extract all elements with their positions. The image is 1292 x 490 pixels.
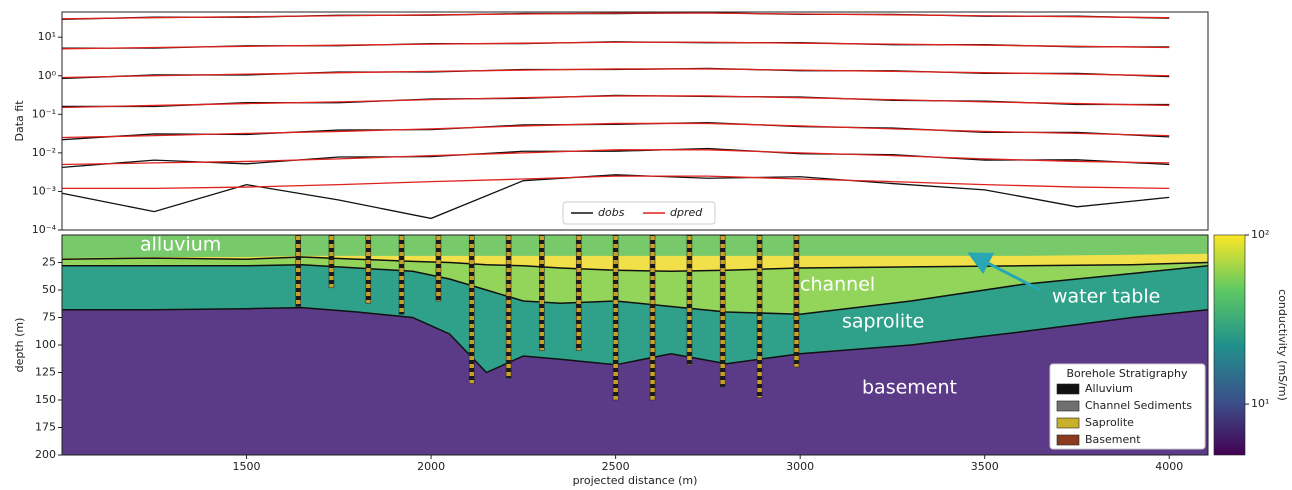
legend-label: Saprolite — [1085, 416, 1134, 429]
borehole — [296, 235, 301, 307]
annotation: channel — [800, 274, 875, 296]
colorbar-label: conductivity (mS/m) — [1276, 289, 1289, 401]
colorbar-tick-label: 10¹ — [1251, 397, 1269, 410]
annotation: saprolite — [842, 311, 924, 333]
y-axis-label: depth (m) — [13, 318, 26, 373]
y-tick-label: 75 — [42, 311, 56, 324]
annotation: water table — [1052, 286, 1160, 308]
y-tick-label: 50 — [42, 283, 56, 296]
borehole — [506, 235, 511, 378]
x-tick-label: 1500 — [233, 460, 261, 473]
borehole — [329, 235, 334, 288]
annotation: basement — [862, 377, 957, 399]
legend-label: dobs — [598, 206, 625, 219]
colorbar — [1214, 235, 1245, 455]
borehole — [399, 235, 404, 314]
borehole — [469, 235, 474, 384]
y-tick-label: 10⁻¹ — [32, 107, 56, 120]
y-tick-label: 10⁻² — [32, 146, 56, 159]
x-axis-label: projected distance (m) — [573, 474, 698, 487]
borehole — [687, 235, 692, 365]
borehole — [794, 235, 799, 367]
x-tick-label: 3000 — [786, 460, 814, 473]
alluvium-layer — [62, 235, 1208, 258]
legend-swatch — [1057, 384, 1079, 394]
borehole — [613, 235, 618, 400]
y-axis-label: Data fit — [13, 100, 26, 142]
y-tick-label: 10⁻⁴ — [32, 223, 57, 236]
legend-swatch — [1057, 418, 1079, 428]
x-tick-label: 3500 — [971, 460, 999, 473]
data-fit-panel: 10¹ 10⁰ 10⁻¹ 10⁻² 10⁻³ 10⁻⁴ Data fit dobs dpred — [13, 12, 1208, 236]
y-tick-label: 150 — [35, 393, 56, 406]
y-tick-label: 10¹ — [38, 30, 56, 43]
legend-label: dpred — [670, 206, 703, 219]
x-tick-label: 2500 — [602, 460, 630, 473]
y-tick-label: 175 — [35, 421, 56, 434]
plot-area — [62, 12, 1208, 230]
legend-label: Basement — [1085, 433, 1141, 446]
section-panel: alluvium channel water table saprolite basem… — [13, 228, 1289, 487]
borehole — [720, 235, 725, 387]
figure: 10¹10⁰10⁻¹10⁻²10⁻³10⁻⁴Data fitdobsdpred … — [0, 0, 1292, 490]
legend-swatch — [1057, 401, 1079, 411]
y-tick-label: 25 — [42, 256, 56, 269]
y-tick-label: 10⁻³ — [32, 184, 56, 197]
y-tick-label: 200 — [35, 448, 56, 461]
legend-swatch — [1057, 435, 1079, 445]
legend-title: Borehole Stratigraphy — [1067, 367, 1188, 380]
borehole — [436, 235, 441, 301]
y-tick-label: 10⁰ — [38, 69, 57, 82]
borehole — [650, 235, 655, 400]
legend-label: Alluvium — [1085, 382, 1133, 395]
y-tick-label: 125 — [35, 366, 56, 379]
borehole — [576, 235, 581, 351]
borehole — [539, 235, 544, 351]
colorbar-tick-label: 10² — [1251, 228, 1269, 241]
y-tick-label: 100 — [35, 338, 56, 351]
annotation: alluvium — [140, 234, 221, 256]
legend-label: Channel Sediments — [1085, 399, 1192, 412]
x-tick-label: 2000 — [417, 460, 445, 473]
borehole — [757, 235, 762, 398]
x-tick-label: 4000 — [1155, 460, 1183, 473]
borehole — [366, 235, 371, 303]
